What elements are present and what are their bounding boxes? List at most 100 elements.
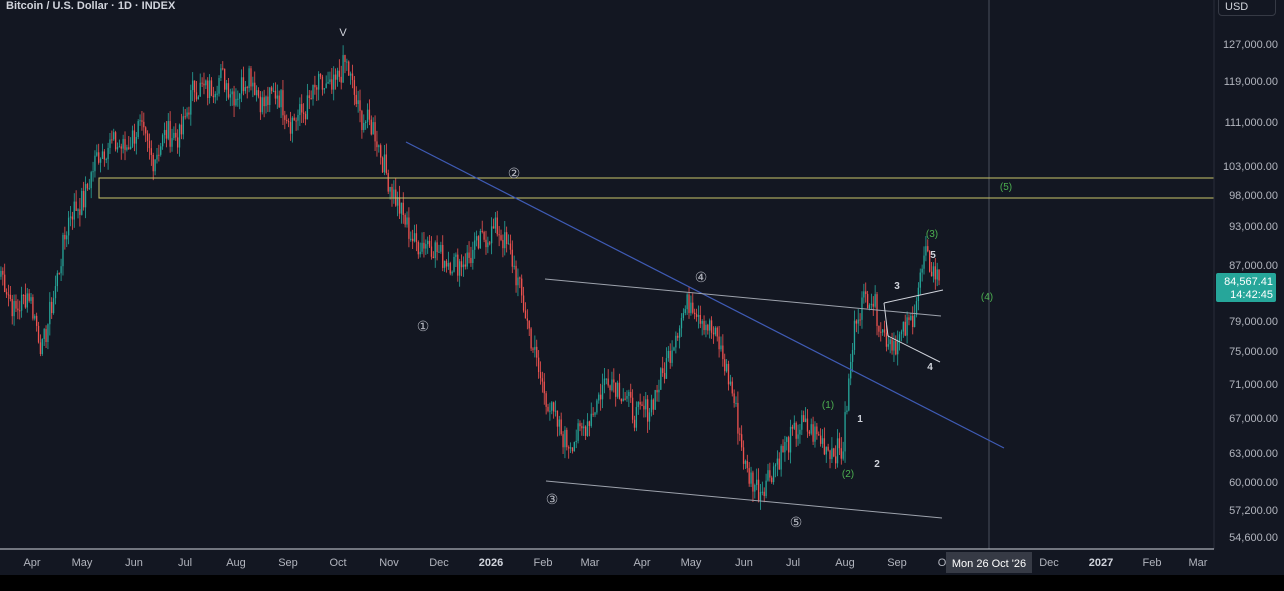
candle-body <box>680 317 683 329</box>
candle-body <box>500 235 502 240</box>
candle-body <box>622 398 624 402</box>
candle-body <box>844 412 846 452</box>
price-axis[interactable]: 127,000.00 119,000.00 111,000.00 103,000… <box>1213 0 1284 549</box>
candle-body <box>645 399 647 410</box>
symbol-title[interactable]: Bitcoin / U.S. Dollar · 1D · INDEX <box>6 0 176 12</box>
last-price-value: 84,567.41 <box>1224 276 1273 288</box>
candle-body <box>37 325 40 343</box>
channel-lower-line[interactable] <box>545 480 943 519</box>
drawings-layer[interactable] <box>98 0 1215 549</box>
candle-body <box>936 269 938 280</box>
candle-body <box>58 273 60 275</box>
candle-body <box>842 451 844 459</box>
candle-body <box>731 381 733 394</box>
time-tick-mar-2027: Mar <box>1189 557 1208 569</box>
candle-body <box>789 426 792 453</box>
candle-body <box>13 301 15 317</box>
candle-body <box>333 74 335 90</box>
candle-body <box>560 419 562 435</box>
candle-body <box>506 232 508 244</box>
candle-body <box>688 294 690 313</box>
time-tick-aug-2026: Aug <box>835 557 855 569</box>
candle-body <box>225 83 228 90</box>
candle-body <box>368 109 371 120</box>
channel-upper-line[interactable] <box>544 278 942 317</box>
candle-body <box>376 141 378 148</box>
candle-body <box>714 327 716 335</box>
candle-body <box>28 293 30 301</box>
candle-body <box>254 82 256 96</box>
candle-body <box>671 350 673 363</box>
candle-body <box>396 197 399 206</box>
price-tick-57200: 57,200.00 <box>1229 505 1278 517</box>
currency-button[interactable]: USD <box>1218 0 1276 16</box>
countdown-value: 14:42:45 <box>1230 289 1273 301</box>
candle-body <box>316 87 318 90</box>
candle-body <box>695 314 698 317</box>
time-tick-jun-2026: Jun <box>735 557 753 569</box>
wedge-upper-line[interactable] <box>883 289 944 304</box>
candle-body <box>489 242 491 244</box>
candle-body <box>323 88 325 90</box>
time-tick-oct-2026: O <box>938 557 947 569</box>
candle-body <box>502 239 504 249</box>
candle-body <box>724 359 726 372</box>
candle-body <box>803 415 805 422</box>
candle-body <box>321 76 324 90</box>
candle-body <box>301 104 303 113</box>
candle-body <box>207 80 209 98</box>
candle-body <box>455 254 457 257</box>
candle-body <box>648 412 651 422</box>
candle-body <box>607 378 609 386</box>
time-axis[interactable]: Apr May Jun Jul Aug Sep Oct Nov Dec 2026… <box>0 548 1214 573</box>
resistance-zone[interactable] <box>98 177 1215 199</box>
wedge-lower-line[interactable] <box>887 335 941 363</box>
candle-body <box>276 95 278 99</box>
candle-body <box>67 217 70 236</box>
candle-body <box>678 328 681 338</box>
candle-body <box>880 331 882 333</box>
candle-body <box>402 202 404 215</box>
candle-body <box>652 399 654 410</box>
candle-body <box>265 96 267 107</box>
crosshair-date-badge <box>946 552 1032 573</box>
candle-body <box>334 74 337 80</box>
candle-body <box>240 77 243 94</box>
wedge-left-line[interactable] <box>883 302 889 337</box>
candle-body <box>381 157 384 173</box>
candle-body <box>180 124 183 135</box>
candle-body <box>601 385 604 400</box>
candle-body <box>124 138 126 150</box>
candle-body <box>902 321 904 332</box>
candle-body <box>663 372 666 379</box>
candle-body <box>744 460 747 464</box>
candle-body <box>575 440 577 443</box>
candle-body <box>269 87 271 105</box>
candle-body <box>694 312 696 315</box>
wave-green-2: (2) <box>842 469 854 480</box>
candle-body <box>120 146 122 149</box>
candle-body <box>22 294 25 296</box>
candle-body <box>201 82 203 84</box>
candle-body <box>816 426 818 435</box>
candle-body <box>686 294 688 310</box>
candle-body <box>387 173 389 192</box>
candle-body <box>829 450 831 460</box>
candle-body <box>586 421 589 436</box>
candle-body <box>9 294 11 299</box>
downtrend-line[interactable] <box>405 141 1005 449</box>
candle-body <box>60 266 62 274</box>
candle-body <box>701 321 703 324</box>
candle-body <box>175 132 177 138</box>
candle-body <box>504 232 506 249</box>
candle-body <box>365 121 367 123</box>
candle-body <box>193 80 196 93</box>
candle-body <box>370 119 372 135</box>
wave-circled-4: ④ <box>695 269 708 285</box>
candle-body <box>859 319 861 321</box>
candle-body <box>754 484 756 492</box>
candle-body <box>54 286 57 299</box>
candle-body <box>34 315 36 319</box>
